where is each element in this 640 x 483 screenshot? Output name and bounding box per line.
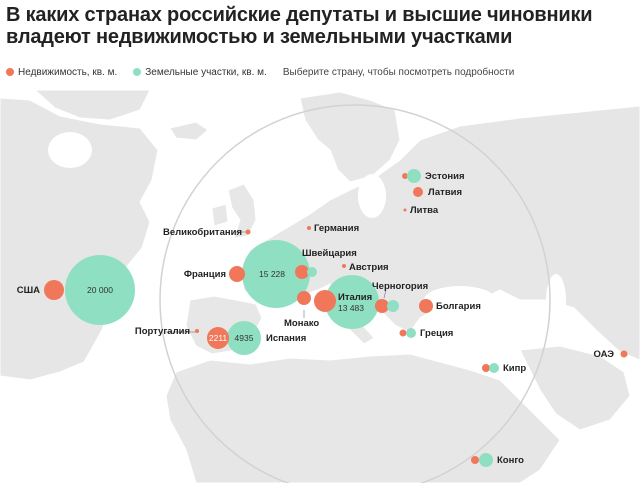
switzerland-land-bubble[interactable]	[307, 267, 317, 277]
label-italy[interactable]: Италия	[338, 292, 372, 303]
france-land-value: 15 228	[259, 269, 285, 279]
france-land-bubble[interactable]	[242, 240, 310, 308]
arabia-shape	[519, 345, 631, 431]
caspian-sea-shape	[546, 274, 566, 326]
congo-land-bubble[interactable]	[479, 453, 493, 467]
label-cyprus[interactable]: Кипр	[503, 363, 526, 374]
land-dot-icon	[133, 68, 142, 76]
label-france[interactable]: Франция	[184, 269, 226, 280]
cyprus-land-bubble[interactable]	[489, 363, 499, 373]
greenland-shape	[34, 90, 151, 121]
legend-land-label: Земельные участки, кв. м.	[145, 66, 267, 78]
map: США 20 000 Великобритания Германия Франц…	[0, 90, 640, 483]
uk-shape	[227, 183, 257, 239]
label-uae[interactable]: ОАЭ	[593, 349, 614, 360]
austria-real-estate-bubble[interactable]	[342, 264, 346, 268]
portugal-real-estate-bubble[interactable]	[195, 329, 199, 333]
usa-land-bubble[interactable]	[65, 255, 135, 325]
italy-real-estate-bubble[interactable]	[314, 290, 336, 312]
spain-land-bubble[interactable]	[227, 321, 261, 355]
greece-real-estate-bubble[interactable]	[399, 329, 407, 337]
hudson-bay-shape	[48, 132, 92, 168]
label-switzerland[interactable]: Швейцария	[302, 248, 357, 259]
north-america-shape	[0, 97, 159, 381]
greece-land-bubble[interactable]	[406, 328, 416, 338]
label-portugal[interactable]: Португалия	[135, 326, 190, 337]
spain-land-value: 4935	[235, 333, 254, 343]
legend-real-estate: Недвижимость, кв. м.	[6, 67, 117, 78]
latvia-real-estate-bubble[interactable]	[413, 187, 423, 197]
estonia-real-estate-bubble[interactable]	[402, 173, 408, 179]
label-usa[interactable]: США	[17, 285, 40, 296]
label-montenegro[interactable]: Черногория	[372, 281, 428, 292]
montenegro-land-bubble[interactable]	[387, 300, 399, 312]
italy-land-value: 13 483	[338, 303, 364, 313]
label-lithuania[interactable]: Литва	[410, 205, 439, 216]
uae-real-estate-bubble[interactable]	[620, 350, 628, 358]
label-bulgaria[interactable]: Болгария	[436, 301, 481, 312]
legend-real-estate-label: Недвижимость, кв. м.	[18, 66, 118, 78]
spain-real-estate-value: 2211	[209, 333, 228, 343]
bulgaria-real-estate-bubble[interactable]	[419, 299, 433, 313]
legend-hint: Выберите страну, чтобы посмотреть подроб…	[282, 66, 515, 78]
label-uk[interactable]: Великобритания	[163, 227, 242, 238]
usa-land-value: 20 000	[87, 285, 113, 295]
congo-real-estate-bubble[interactable]	[471, 456, 479, 464]
spain-real-estate-bubble[interactable]	[207, 327, 229, 349]
monaco-real-estate-bubble[interactable]	[297, 291, 311, 305]
label-germany[interactable]: Германия	[314, 223, 359, 234]
label-austria[interactable]: Австрия	[349, 262, 389, 273]
africa-shape	[165, 353, 561, 483]
inland-seas	[48, 132, 566, 326]
label-spain[interactable]: Испания	[266, 333, 306, 344]
label-congo[interactable]: Конго	[497, 455, 524, 466]
iceland-shape	[169, 121, 209, 141]
label-latvia[interactable]: Латвия	[428, 187, 462, 198]
switzerland-real-estate-bubble[interactable]	[295, 265, 309, 279]
italy-land-bubble[interactable]	[325, 275, 379, 329]
bubbles	[44, 169, 628, 467]
usa-real-estate-bubble[interactable]	[44, 280, 64, 300]
black-sea-shape	[424, 286, 496, 314]
labels: США 20 000 Великобритания Германия Франц…	[17, 171, 615, 466]
uk-real-estate-bubble[interactable]	[245, 229, 251, 235]
montenegro-real-estate-bubble[interactable]	[375, 299, 389, 313]
legend: Недвижимость, кв. м. Земельные участки, …	[6, 64, 514, 80]
cyprus-real-estate-bubble[interactable]	[482, 364, 490, 372]
real-estate-dot-icon	[6, 68, 14, 76]
baltic-sea-shape	[358, 174, 386, 218]
legend-land: Земельные участки, кв. м.	[133, 67, 267, 78]
page-title: В каких странах российские депутаты и вы…	[6, 4, 593, 48]
estonia-land-bubble[interactable]	[407, 169, 421, 183]
label-monaco[interactable]: Монако	[284, 318, 319, 329]
lithuania-real-estate-bubble[interactable]	[403, 208, 407, 212]
label-estonia[interactable]: Эстония	[425, 171, 465, 182]
label-greece[interactable]: Греция	[420, 328, 453, 339]
ireland-shape	[211, 203, 229, 227]
france-real-estate-bubble[interactable]	[229, 266, 245, 282]
germany-real-estate-bubble[interactable]	[307, 226, 311, 230]
